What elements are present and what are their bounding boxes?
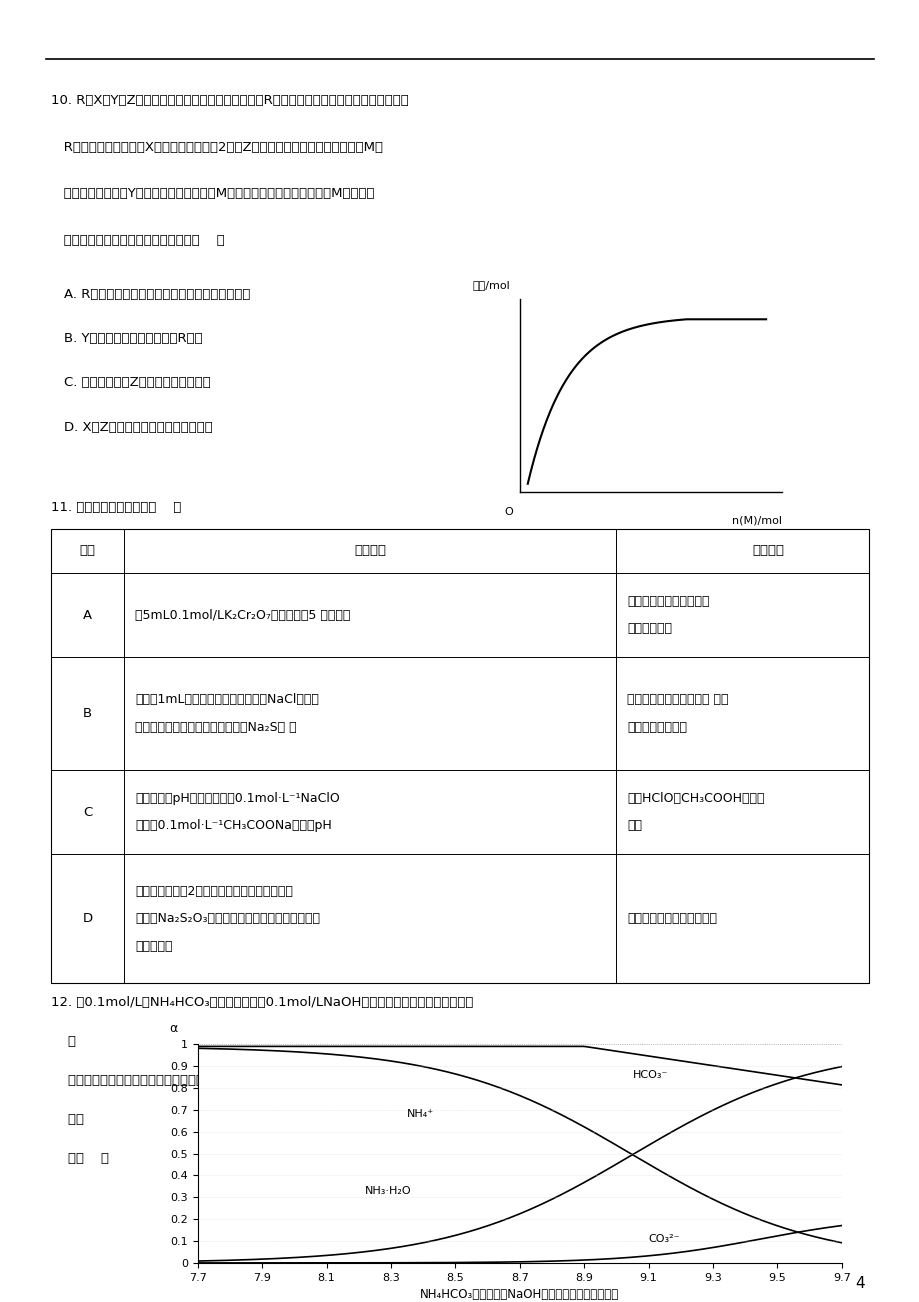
Text: 说明一种沉淠能转化为另 一种: 说明一种沉淠能转化为另 一种 [627, 694, 728, 707]
Text: 是强电解质，向含Y元素的钓盐溶液中滴加M溶液，产生沉淠的物质的量与M的物质的: 是强电解质，向含Y元素的钓盐溶液中滴加M溶液，产生沉淠的物质的量与M的物质的 [51, 187, 374, 201]
Text: 序号: 序号 [79, 544, 96, 557]
Text: 溶液和0.1mol·L⁻¹CH₃COONa溶液的pH: 溶液和0.1mol·L⁻¹CH₃COONa溶液的pH [135, 819, 332, 832]
Text: D: D [82, 913, 93, 926]
Text: 情: 情 [51, 1035, 75, 1048]
Text: A: A [83, 608, 92, 621]
Text: 实验目的: 实验目的 [752, 544, 783, 557]
Text: 探究反应物浓度增大对化: 探究反应物浓度增大对化 [627, 595, 709, 608]
Text: C. 常温常压下，Z的单质一定呈黄绵色: C. 常温常压下，Z的单质一定呈黄绵色 [64, 376, 211, 389]
Text: 浓度的Na₂S₂O₃溶液，再分别加入相同体积不同浓: 浓度的Na₂S₂O₃溶液，再分别加入相同体积不同浓 [135, 913, 320, 926]
Text: 溶解度更小的沉淠: 溶解度更小的沉淠 [627, 721, 686, 734]
Text: 12. 內0.1mol/L的NH₄HCO₃溶液中逐渐加入0.1mol/LNaOH溶液时，含氮、含碳粒子的分布: 12. 內0.1mol/L的NH₄HCO₃溶液中逐渐加入0.1mol/LNaOH… [51, 996, 472, 1009]
Text: NH₄⁺: NH₄⁺ [407, 1109, 434, 1120]
Text: NH₃·H₂O: NH₃·H₂O [365, 1186, 412, 1195]
Text: 度的稀硫酸: 度的稀硫酸 [135, 940, 173, 953]
Text: 况如图所示（纵坐标是各粒子的分布系数，即物质的量分数）。根据图象，下列说法不正: 况如图所示（纵坐标是各粒子的分布系数，即物质的量分数）。根据图象，下列说法不正 [51, 1074, 380, 1087]
Text: 沉淠/mol: 沉淠/mol [472, 280, 510, 290]
Text: R原子最外层电子数是X原子最外层电子数2倍。Z的最高价氧化物对应的水化物（M）: R原子最外层电子数是X原子最外层电子数2倍。Z的最高价氧化物对应的水化物（M） [51, 141, 382, 154]
Text: 比较HClO和CH₃COOH的酸性: 比较HClO和CH₃COOH的酸性 [627, 792, 764, 805]
Text: 室温下，分别兡2支试管中加入相同体积、相同: 室温下，分别兡2支试管中加入相同体积、相同 [135, 885, 293, 898]
Text: 实验内容: 实验内容 [354, 544, 386, 557]
Text: 向盛期1mL确酸銀溶液的试管中滴加NaCl溶液，: 向盛期1mL确酸銀溶液的试管中滴加NaCl溶液， [135, 694, 319, 707]
Text: C: C [83, 806, 92, 819]
Text: 室温下，用pH计测定浓度为0.1mol·L⁻¹NaClO: 室温下，用pH计测定浓度为0.1mol·L⁻¹NaClO [135, 792, 340, 805]
Text: 4: 4 [855, 1276, 864, 1292]
Text: HCO₃⁻: HCO₃⁻ [632, 1070, 667, 1079]
Text: 强弱: 强弱 [627, 819, 641, 832]
Text: CO₃²⁻: CO₃²⁻ [648, 1234, 679, 1243]
Text: 量关系如图所示。下列推断正确的是（    ）: 量关系如图所示。下列推断正确的是（ ） [51, 234, 224, 247]
Text: O: O [504, 508, 512, 517]
Text: B. Y的气态氢化物热稳定性比R的强: B. Y的气态氢化物热稳定性比R的强 [64, 332, 203, 345]
Text: 至不再有沉淠生成，再向其中滴加Na₂S溶 液: 至不再有沉淠生成，再向其中滴加Na₂S溶 液 [135, 721, 297, 734]
Text: n(M)/mol: n(M)/mol [732, 516, 781, 525]
Text: 学平衡的影响: 学平衡的影响 [627, 622, 672, 635]
Text: 研究浓度对反应速率的影响: 研究浓度对反应速率的影响 [627, 913, 717, 926]
Text: α: α [169, 1022, 177, 1035]
Text: D. X和Z组成的化合物属于共价化合物: D. X和Z组成的化合物属于共价化合物 [64, 421, 213, 434]
Text: A. R的氢化物可能使溢水或酸性高锶酸鑅溶液褪色: A. R的氢化物可能使溢水或酸性高锶酸鑅溶液褪色 [64, 288, 251, 301]
X-axis label: NH₄HCO₃溶液中加入NaOH后含氮、含碳粒子分布图: NH₄HCO₃溶液中加入NaOH后含氮、含碳粒子分布图 [420, 1288, 618, 1301]
Text: 11. 下列实验不正确的是（    ）: 11. 下列实验不正确的是（ ） [51, 501, 181, 514]
Text: 是（    ）: 是（ ） [51, 1152, 108, 1165]
Text: 儖5mL0.1mol/LK₂Cr₂O₇溶液中滴加5 滴浓硫酸: 儖5mL0.1mol/LK₂Cr₂O₇溶液中滴加5 滴浓硫酸 [135, 608, 350, 621]
Text: B: B [83, 707, 92, 720]
Text: 10. R、X、Y、Z是短周期元素，原子序数依次增大。R是自然界中组成物质种类最多的元素，: 10. R、X、Y、Z是短周期元素，原子序数依次增大。R是自然界中组成物质种类最… [51, 94, 408, 107]
Text: 确的: 确的 [51, 1113, 84, 1126]
Bar [51, 529, 868, 983]
